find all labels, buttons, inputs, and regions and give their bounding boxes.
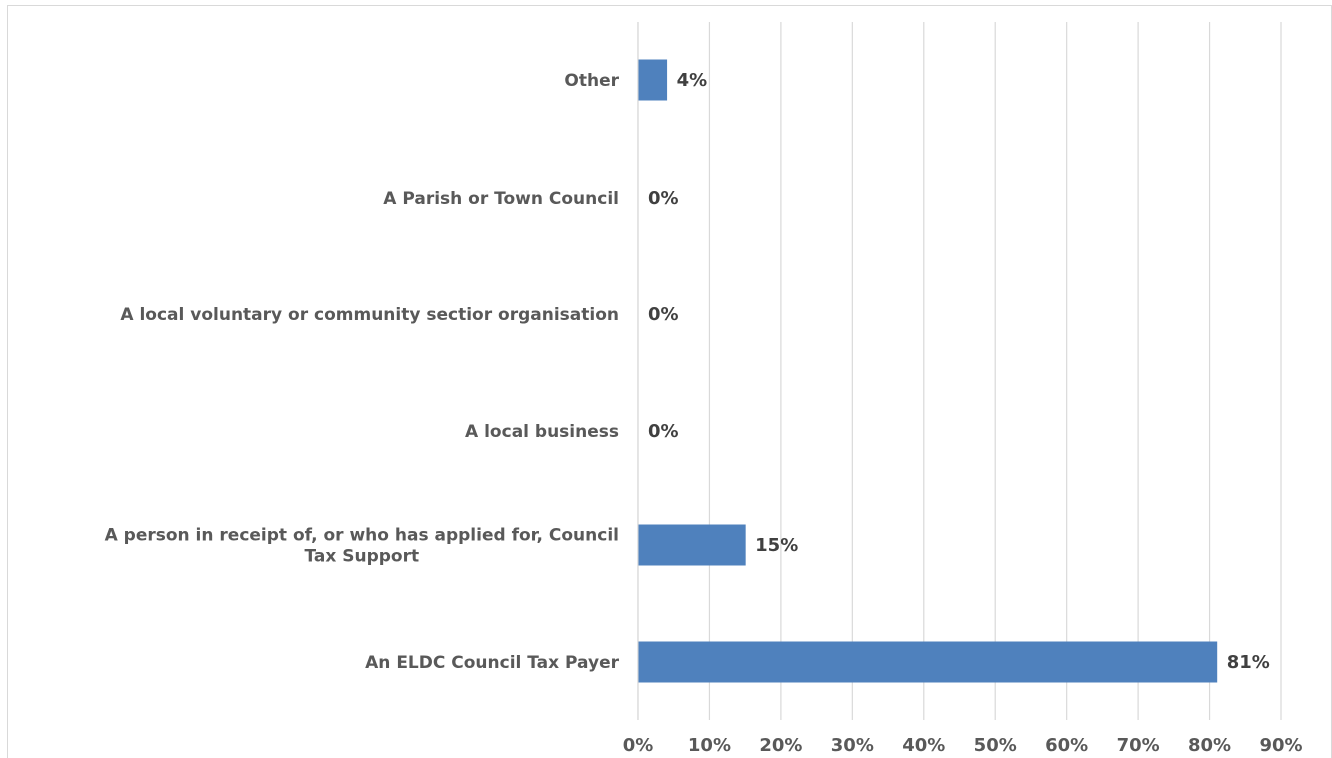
category-label: An ELDC Council Tax Payer	[365, 653, 619, 673]
bar-value-label: 81%	[1227, 652, 1270, 673]
gridlines	[637, 22, 1282, 720]
value-labels: 4% 0% 0% 0% 15% 81%	[648, 70, 1270, 673]
x-tick-label: 70%	[1117, 735, 1160, 756]
x-tick-label: 50%	[974, 735, 1017, 756]
category-label: A person in receipt of, or who has appli…	[105, 526, 619, 567]
x-tick-label: 60%	[1045, 735, 1088, 756]
category-labels: Other A Parish or Town Council A local vol…	[105, 71, 620, 673]
category-label: A Parish or Town Council	[383, 189, 619, 209]
x-tick-label: 90%	[1259, 735, 1302, 756]
x-tick-label: 20%	[759, 735, 802, 756]
bar-value-label: 0%	[648, 421, 679, 442]
chart-frame	[7, 5, 1332, 758]
x-tick-label: 40%	[902, 735, 945, 756]
x-tick-label: 30%	[831, 735, 874, 756]
bar	[638, 641, 1218, 683]
bar-value-label: 0%	[648, 188, 679, 209]
bar-value-label: 0%	[648, 304, 679, 325]
x-tick-label: 80%	[1188, 735, 1231, 756]
bar	[638, 524, 746, 566]
x-tick-label: 10%	[688, 735, 731, 756]
bar-value-label: 4%	[677, 70, 708, 91]
x-tick-label: 0%	[623, 735, 654, 756]
x-axis-ticks: 0% 10% 20% 30% 40% 50% 60% 70% 80% 90%	[623, 735, 1303, 756]
bar	[638, 59, 668, 101]
category-label: A local business	[465, 422, 619, 442]
category-label: Other	[564, 71, 619, 91]
category-label: A local voluntary or community sectior o…	[120, 305, 619, 325]
bars	[638, 59, 1218, 683]
bar-value-label: 15%	[755, 535, 798, 556]
